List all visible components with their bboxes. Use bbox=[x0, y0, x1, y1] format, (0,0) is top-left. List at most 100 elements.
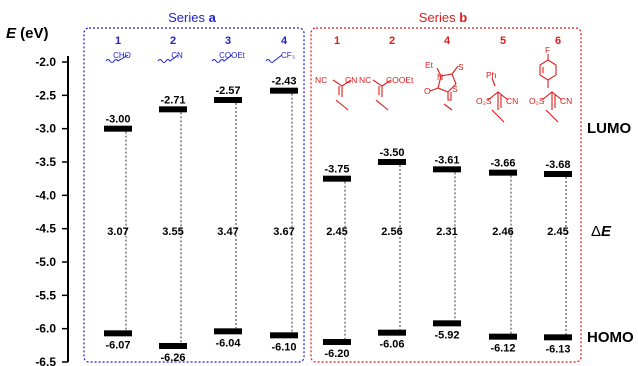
substituent-label: COOEt bbox=[219, 51, 246, 60]
lumo-bar bbox=[544, 171, 572, 177]
lumo-bar bbox=[378, 159, 406, 165]
series-b-structure-labels: NC CN NC COOEt Et N S S O Ph O₂S CN F O₂… bbox=[315, 45, 572, 106]
series_b-column-1: 1 -3.75 -6.20 2.45 bbox=[323, 35, 351, 360]
homo-bar bbox=[378, 329, 406, 336]
series-a-columns: 1 CHO -3.00 -6.07 3.07 2 CN -2.71 -6.26 3.55 3 COOE… bbox=[104, 35, 298, 364]
compound-number: 4 bbox=[281, 35, 288, 47]
b5-o2s-label: O₂S bbox=[476, 96, 492, 106]
structure-b5-bonds bbox=[487, 77, 509, 123]
b6-o2s-label: O₂S bbox=[529, 96, 545, 106]
homo-value: -6.12 bbox=[490, 343, 515, 355]
compound-number: 1 bbox=[115, 35, 121, 47]
compound-number: 1 bbox=[334, 35, 340, 47]
y-tick-label: -3.5 bbox=[35, 155, 56, 169]
b4-et-label: Et bbox=[425, 60, 434, 70]
series_a-column-3: 3 COOEt -2.57 -6.04 3.47 bbox=[214, 35, 246, 349]
axis-title: E (eV) bbox=[6, 25, 49, 42]
y-tick-label: -6.5 bbox=[35, 355, 56, 366]
lumo-value: -3.61 bbox=[434, 154, 459, 166]
delta-symbol: Δ bbox=[591, 223, 601, 240]
b4-n-label: N bbox=[437, 72, 443, 82]
gap-value: 3.47 bbox=[217, 226, 238, 238]
series-a-label-prefix: Series bbox=[168, 10, 208, 25]
series_b-column-5: 5 -3.66 -6.12 2.46 bbox=[489, 35, 517, 355]
substituent-label: CHO bbox=[113, 51, 131, 60]
b1-nc-label: NC bbox=[315, 75, 327, 85]
structure-b1-bonds bbox=[332, 79, 352, 111]
series_b-column-6: 6 -3.68 -6.13 2.45 bbox=[544, 35, 572, 355]
series-a-label: Series a bbox=[168, 10, 216, 25]
series-a-box bbox=[83, 27, 305, 363]
gap-value: 2.56 bbox=[381, 226, 402, 238]
lumo-bar bbox=[270, 87, 298, 94]
structure-b5 bbox=[487, 77, 509, 123]
homo-value: -6.20 bbox=[324, 348, 349, 360]
homo-bar bbox=[214, 328, 242, 335]
compound-number: 2 bbox=[389, 35, 395, 47]
structure-b2 bbox=[372, 79, 392, 111]
series_a-column-1: 1 CHO -3.00 -6.07 3.07 bbox=[104, 35, 132, 351]
gap-value: 3.55 bbox=[162, 226, 183, 238]
lumo-value: -3.68 bbox=[545, 159, 570, 171]
series-b-label-prefix: Series bbox=[419, 10, 459, 25]
lumo-value: -2.71 bbox=[160, 94, 185, 106]
squiggle-1 bbox=[105, 54, 129, 63]
gap-value: 2.45 bbox=[326, 226, 347, 238]
series_b-column-4: 4 -3.61 -5.92 2.31 bbox=[433, 35, 461, 341]
compound-number: 6 bbox=[555, 35, 561, 47]
lumo-bar bbox=[214, 97, 242, 103]
lumo-label: LUMO bbox=[587, 120, 631, 137]
homo-value: -6.07 bbox=[105, 339, 130, 351]
structure-b2-bonds bbox=[372, 79, 392, 111]
squiggle-2 bbox=[157, 54, 179, 63]
gap-value: 2.46 bbox=[492, 226, 513, 238]
lumo-value: -2.43 bbox=[271, 76, 296, 88]
structure-b1 bbox=[332, 79, 352, 111]
b6-f-label: F bbox=[545, 45, 550, 55]
lumo-value: -2.57 bbox=[215, 85, 240, 97]
series_a-column-2: 2 CN -2.71 -6.26 3.55 bbox=[159, 35, 187, 364]
lumo-value: -3.75 bbox=[324, 164, 349, 176]
substituent-label: CF₃ bbox=[281, 51, 295, 60]
y-tick-label: -4.5 bbox=[35, 222, 56, 236]
series_b-column-2: 2 -3.50 -6.06 2.56 bbox=[378, 35, 406, 351]
b5-cn-label: CN bbox=[506, 96, 518, 106]
homo-bar bbox=[544, 334, 572, 341]
homo-bar bbox=[104, 330, 132, 337]
homo-value: -6.10 bbox=[271, 341, 296, 353]
series_a-column-4: 4 CF₃ -2.43 -6.10 3.67 bbox=[270, 35, 298, 353]
homo-bar bbox=[489, 333, 517, 340]
homo-value: -6.06 bbox=[379, 339, 404, 351]
lumo-bar bbox=[159, 106, 187, 113]
gap-value: 3.67 bbox=[273, 226, 294, 238]
lumo-value: -3.50 bbox=[379, 147, 404, 159]
b5-ph-label: Ph bbox=[486, 70, 497, 80]
homo-label: HOMO bbox=[587, 329, 634, 346]
b6-cn-label: CN bbox=[560, 96, 572, 106]
squiggle-4 bbox=[265, 54, 283, 63]
gap-value: 2.31 bbox=[436, 226, 457, 238]
gap-value: 3.07 bbox=[107, 226, 128, 238]
series-a-substituent-squiggles bbox=[105, 54, 283, 63]
series-a-label-letter: a bbox=[209, 10, 217, 25]
b4-o-label: O bbox=[424, 86, 431, 96]
homo-bar bbox=[270, 332, 298, 339]
y-tick-label: -2.5 bbox=[35, 88, 56, 102]
b1-cn-label: CN bbox=[345, 75, 357, 85]
y-tick-label: -5.0 bbox=[35, 255, 56, 269]
lumo-bar bbox=[323, 175, 351, 182]
homo-value: -5.92 bbox=[434, 329, 459, 341]
structure-b6-bonds bbox=[539, 54, 563, 123]
homo-bar bbox=[159, 343, 187, 349]
y-tick-label: -2.0 bbox=[35, 55, 56, 69]
squiggle-3 bbox=[211, 54, 233, 63]
y-axis-ticks: -2.0 -2.5 -3.0 -3.5 -4.0 -4.5 -5.0 -5.5 -6.0 -6.5 bbox=[35, 55, 68, 366]
b2-cooet-label: COOEt bbox=[386, 75, 414, 85]
compound-number: 3 bbox=[225, 35, 231, 47]
homo-value: -6.04 bbox=[215, 337, 241, 349]
y-tick-label: -4.0 bbox=[35, 188, 56, 202]
delta-e-var: E bbox=[601, 223, 612, 240]
compound-number: 2 bbox=[170, 35, 176, 47]
structure-b6 bbox=[539, 54, 563, 123]
y-tick-label: -6.0 bbox=[35, 322, 56, 336]
